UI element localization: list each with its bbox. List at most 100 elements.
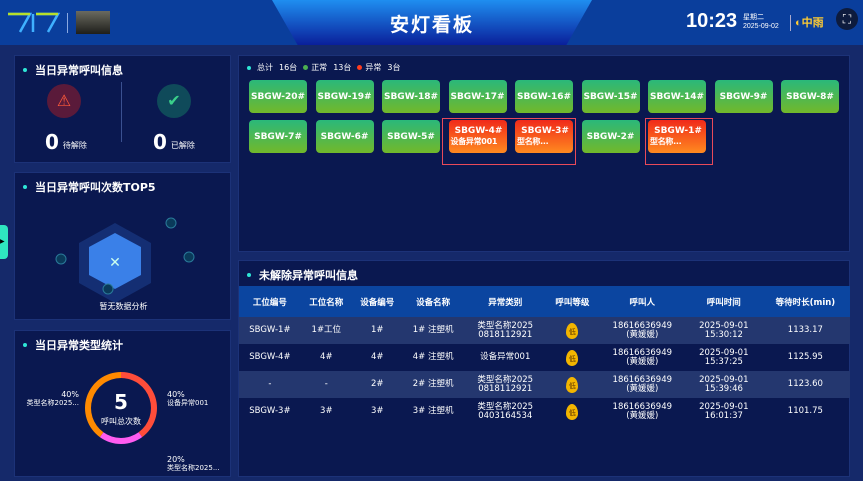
station-button[interactable]: SBGW-4# 设备异常001 [448,120,507,153]
station-name: SBGW-3# [521,126,569,136]
column-header: 呼叫人 [597,286,687,317]
sidebar-toggle[interactable]: ▶ [0,225,8,259]
station-name: SBGW-16# [516,91,572,102]
table-cell: 2# [351,371,403,398]
station-button[interactable]: SBGW-3# 型名称... [515,120,573,153]
panel-title: 当日异常类型统计 [35,339,123,352]
column-header: 设备名称 [402,286,464,317]
call-level: 低 [547,344,598,371]
station-button[interactable]: SBGW-15# [581,80,640,113]
table-cell: 1133.17 [760,317,850,344]
station-button[interactable]: SBGW-18# [382,80,440,113]
flame-icon: 低 [566,403,579,420]
unresolved-panel: 未解除异常呼叫信息 工位编号 工位名称 设备编号 设备名称 异常类别 呼叫等级 呼叫人 呼叫时… [238,260,850,477]
station-name: SBGW-6# [320,131,369,142]
station-button[interactable]: SBGW-1# 型名称... [648,120,706,153]
flame-icon: 低 [566,376,579,393]
donut-slice[interactable] [99,432,143,444]
type-stats-panel: 当日异常类型统计 5 呼叫总次数 40% 设备异常001 20% 类型名称2025.… [14,330,231,477]
slice-label: 设备异常001 [167,399,209,407]
total-label: 呼叫总次数 [101,417,141,426]
table-cell: 18616636949 (黄媛媛) [597,371,687,398]
table-cell: 2025-09-01 16:01:37 [699,401,749,421]
table-cell: 3# 注塑机 [412,406,454,417]
table-cell: 1123.60 [760,371,850,398]
station-button[interactable]: SBGW-6# [315,120,374,153]
empty-text: 暂无数据分析 [99,302,148,311]
flame-icon: 低 [566,349,579,366]
station-button[interactable]: SBGW-8# [781,80,839,113]
station-name: SBGW-18# [383,91,439,102]
call-level: 低 [547,398,598,425]
table-cell: 类型名称2025 0818112921 [463,371,547,398]
slice-percent: 40% [167,390,185,399]
page-title: 安灯看板 [389,15,474,36]
title-tab [272,0,592,45]
slice-percent: 20% [167,455,185,464]
svg-text:✕: ✕ [109,255,121,271]
station-name: SBGW-2# [586,131,635,142]
call-level: 低 [546,371,598,398]
table-cell: 2025-09-01 15:30:12 [686,317,761,344]
factory-image [76,11,110,34]
slice-label: 类型名称2025... [26,399,80,407]
station-name: SBGW-15# [583,91,638,102]
slice-percent: 40% [61,390,79,399]
pending-label: 待解除 [62,141,87,150]
weather-icon: ◐ [795,17,802,29]
table-cell: 设备异常001 [480,352,531,363]
divider [67,13,68,33]
donut-slice[interactable] [85,372,121,438]
table-row[interactable]: SBGW-4# 4# 4# 4# 注塑机 设备异常001 低 18616636949 (黄媛… [239,344,850,371]
alarm-pending-icon: ⚠ [47,84,81,118]
station-button[interactable]: SBGW-9# [714,80,773,113]
top5-panel: 当日异常呼叫次数TOP5 ✕ 暂无数据分析 [14,172,231,320]
total-count: 5 [114,390,128,414]
column-header: 工位名称 [300,286,352,317]
table-cell: 18616636949 (黄媛媛) [612,347,673,367]
unresolved-table: 工位编号 工位名称 设备编号 设备名称 异常类别 呼叫等级 呼叫人 呼叫时间 等待时长(min)… [239,286,850,425]
table-cell: 18616636949 (黄媛媛) [612,401,673,421]
table-cell: 1125.95 [787,352,823,363]
table-cell: 1# [351,317,403,344]
panel-title: 当日异常呼叫次数TOP5 [35,181,156,194]
station-button[interactable]: SBGW-19# [315,80,374,113]
station-button[interactable]: SBGW-2# [581,120,640,153]
resolved-count: 0 [153,130,167,154]
column-header: 呼叫时间 [686,286,761,317]
weather: ◐中雨 [795,17,824,29]
table-cell: 1#工位 [300,317,352,344]
station-button[interactable]: SBGW-7# [249,120,307,153]
station-button[interactable]: SBGW-5# [382,120,440,153]
station-button[interactable]: SBGW-14# [648,80,706,113]
slice-label: 类型名称2025... [167,464,220,472]
flame-icon: 低 [566,322,579,339]
call-info-panel: 当日异常呼叫信息 ⚠ ✔ 0 待解除 0 已解除 [14,55,231,163]
table-row[interactable]: SBGW-1# 1#工位 1# 1# 注塑机 类型名称2025 0818112921 低 1… [239,317,850,344]
stations-panel: 总计 16台 正常 13台 异常 3台 SBGW-20# SBGW-19# SBGW-18… [238,55,850,252]
column-header: 异常类别 [463,286,547,317]
resolved-label: 已解除 [170,141,195,150]
station-button[interactable]: SBGW-16# [515,80,573,113]
alarm-resolved-icon: ✔ [157,84,191,118]
table-cell: 3# [320,406,333,417]
station-name: SBGW-4# [454,126,503,136]
table-cell: SBGW-3# [249,406,291,417]
table-cell: SBGW-4# [249,352,291,363]
station-name: SBGW-20# [250,91,306,102]
fullscreen-icon[interactable]: ⛶ [836,8,858,30]
table-cell: 2025-09-01 15:37:25 [699,347,749,367]
table-cell: 4# 注塑机 [412,352,454,363]
table-row[interactable]: - -2# 2# 注塑机 类型名称2025 0818112921 低 1861663694… [239,371,850,398]
station-button[interactable]: SBGW-20# [249,80,307,113]
panel-title: 未解除异常呼叫信息 [259,269,358,282]
donut-slice[interactable] [121,372,157,438]
table-row[interactable]: SBGW-3# 3# 3# 3# 注塑机 类型名称2025 0403164534 低 186… [239,398,850,425]
table-cell: 类型名称2025 0403164534 [477,401,534,421]
table-cell: 4# [370,352,384,363]
table-cell: 18616636949 (黄媛媛) [597,317,687,344]
station-button[interactable]: SBGW-17# [448,80,507,113]
no-data-illustration: ✕ [55,217,195,303]
station-name: SBGW-1# [654,126,702,136]
panel-title: 当日异常呼叫信息 [35,64,123,77]
